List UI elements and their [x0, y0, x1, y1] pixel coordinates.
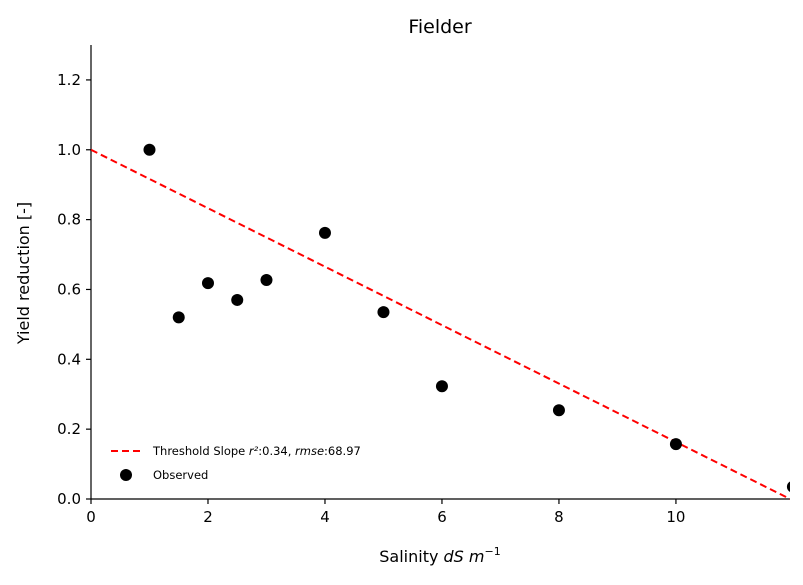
y-tick-label: 0.6 [57, 280, 81, 298]
observed-point [318, 226, 331, 239]
observed-point [201, 277, 214, 290]
y-tick-label: 0.0 [57, 490, 81, 508]
y-tick-label: 0.4 [57, 350, 81, 368]
observed-point [786, 481, 790, 493]
x-tick-label: 4 [320, 508, 330, 526]
x-ticks: 0 2 4 6 8 10 [86, 499, 685, 526]
observed-point [377, 306, 390, 319]
observed-point [435, 380, 448, 393]
series-layer [91, 143, 790, 500]
observed-point [231, 293, 244, 306]
observed-point [172, 311, 185, 324]
x-tick-label: 2 [203, 508, 213, 526]
x-axis-label: Salinity dS m−1 [379, 545, 500, 566]
x-tick-label: 6 [437, 508, 447, 526]
y-tick-label: 1.0 [57, 141, 81, 159]
y-tick-label: 0.8 [57, 211, 81, 229]
x-tick-label: 0 [86, 508, 96, 526]
legend-label-threshold-slope: Threshold Slope r²:0.34, rmse:68.97 [152, 444, 361, 458]
observed-point [669, 438, 682, 451]
y-tick-label: 1.2 [57, 71, 81, 89]
observed-point [143, 143, 156, 156]
observed-point [552, 404, 565, 417]
y-ticks: 0.0 0.2 0.4 0.6 0.8 1.0 1.2 [57, 71, 91, 508]
legend-scatter-marker [120, 469, 132, 481]
x-tick-label: 8 [554, 508, 564, 526]
legend: Threshold Slope r²:0.34, rmse:68.97 Obse… [111, 444, 361, 482]
y-tick-label: 0.2 [57, 420, 81, 438]
y-axis-label: Yield reduction [-] [14, 202, 33, 345]
chart-title: Fielder [408, 16, 472, 38]
x-tick-label: 10 [666, 508, 685, 526]
observed-point [260, 274, 273, 287]
legend-label-observed: Observed [153, 468, 208, 482]
axes [90, 45, 790, 500]
